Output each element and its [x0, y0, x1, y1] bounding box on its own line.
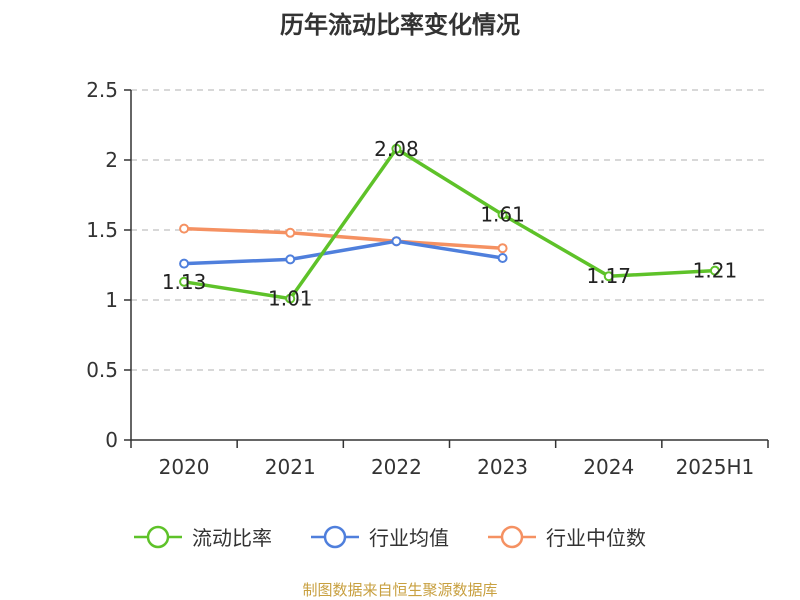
data-point: [497, 253, 508, 263]
source-footer: 制图数据来自恒生聚源数据库: [302, 581, 497, 599]
data-point: [603, 271, 614, 282]
y-tick-label: 0: [105, 428, 118, 452]
x-tick-label: 2024: [583, 455, 634, 479]
x-tick-label: 2025H1: [676, 455, 755, 479]
legend: 流动比率 行业均值 行业中位数: [134, 525, 646, 550]
gridlines: [131, 89, 768, 371]
legend-swatch-marker: [146, 525, 170, 549]
data-point: [285, 254, 296, 265]
x-tick-label: 2021: [265, 455, 316, 479]
data-label: 1.21: [693, 259, 738, 283]
series-line: [182, 147, 717, 301]
legend-label: 行业中位数: [546, 526, 646, 550]
data-label: 1.61: [480, 203, 525, 227]
data-label: 2.08: [374, 137, 419, 161]
x-tick-label: 2022: [371, 455, 422, 479]
legend-label: 流动比率: [192, 526, 272, 550]
data-labels: 1.13 1.01 2.08 1.61 1.17 1.21: [162, 137, 737, 311]
y-tick-label: 2.5: [86, 78, 118, 102]
legend-swatch-marker: [323, 525, 347, 549]
y-tick-label: 0.5: [86, 358, 118, 382]
data-point: [391, 143, 402, 154]
legend-label: 行业均值: [369, 526, 449, 550]
data-label: 1.17: [586, 264, 631, 288]
data-point: [179, 223, 190, 234]
axes: 0 0.5 1 1.5 2 2.5 2020 2021 2022 2023 2024 2025H1: [86, 78, 769, 479]
data-label: 1.01: [268, 287, 313, 311]
series-line: [182, 226, 505, 250]
chart-title: 历年流动比率变化情况: [280, 11, 520, 39]
x-tick-label: 2023: [477, 455, 528, 479]
data-label: 1.13: [162, 270, 207, 294]
y-tick-label: 1: [105, 288, 118, 312]
y-tick-label: 2: [105, 148, 118, 172]
x-tick-label: 2020: [159, 455, 210, 479]
data-point: [391, 236, 402, 247]
data-point: [179, 258, 190, 269]
series-line: [182, 239, 505, 266]
data-point: [497, 209, 508, 220]
y-tick-label: 1.5: [86, 218, 118, 242]
legend-swatch-marker: [500, 525, 524, 549]
data-point: [179, 276, 190, 287]
data-point: [285, 293, 296, 304]
data-point: [709, 265, 720, 276]
data-point: [285, 227, 296, 238]
data-point: [497, 243, 508, 254]
series-group: [179, 143, 720, 304]
